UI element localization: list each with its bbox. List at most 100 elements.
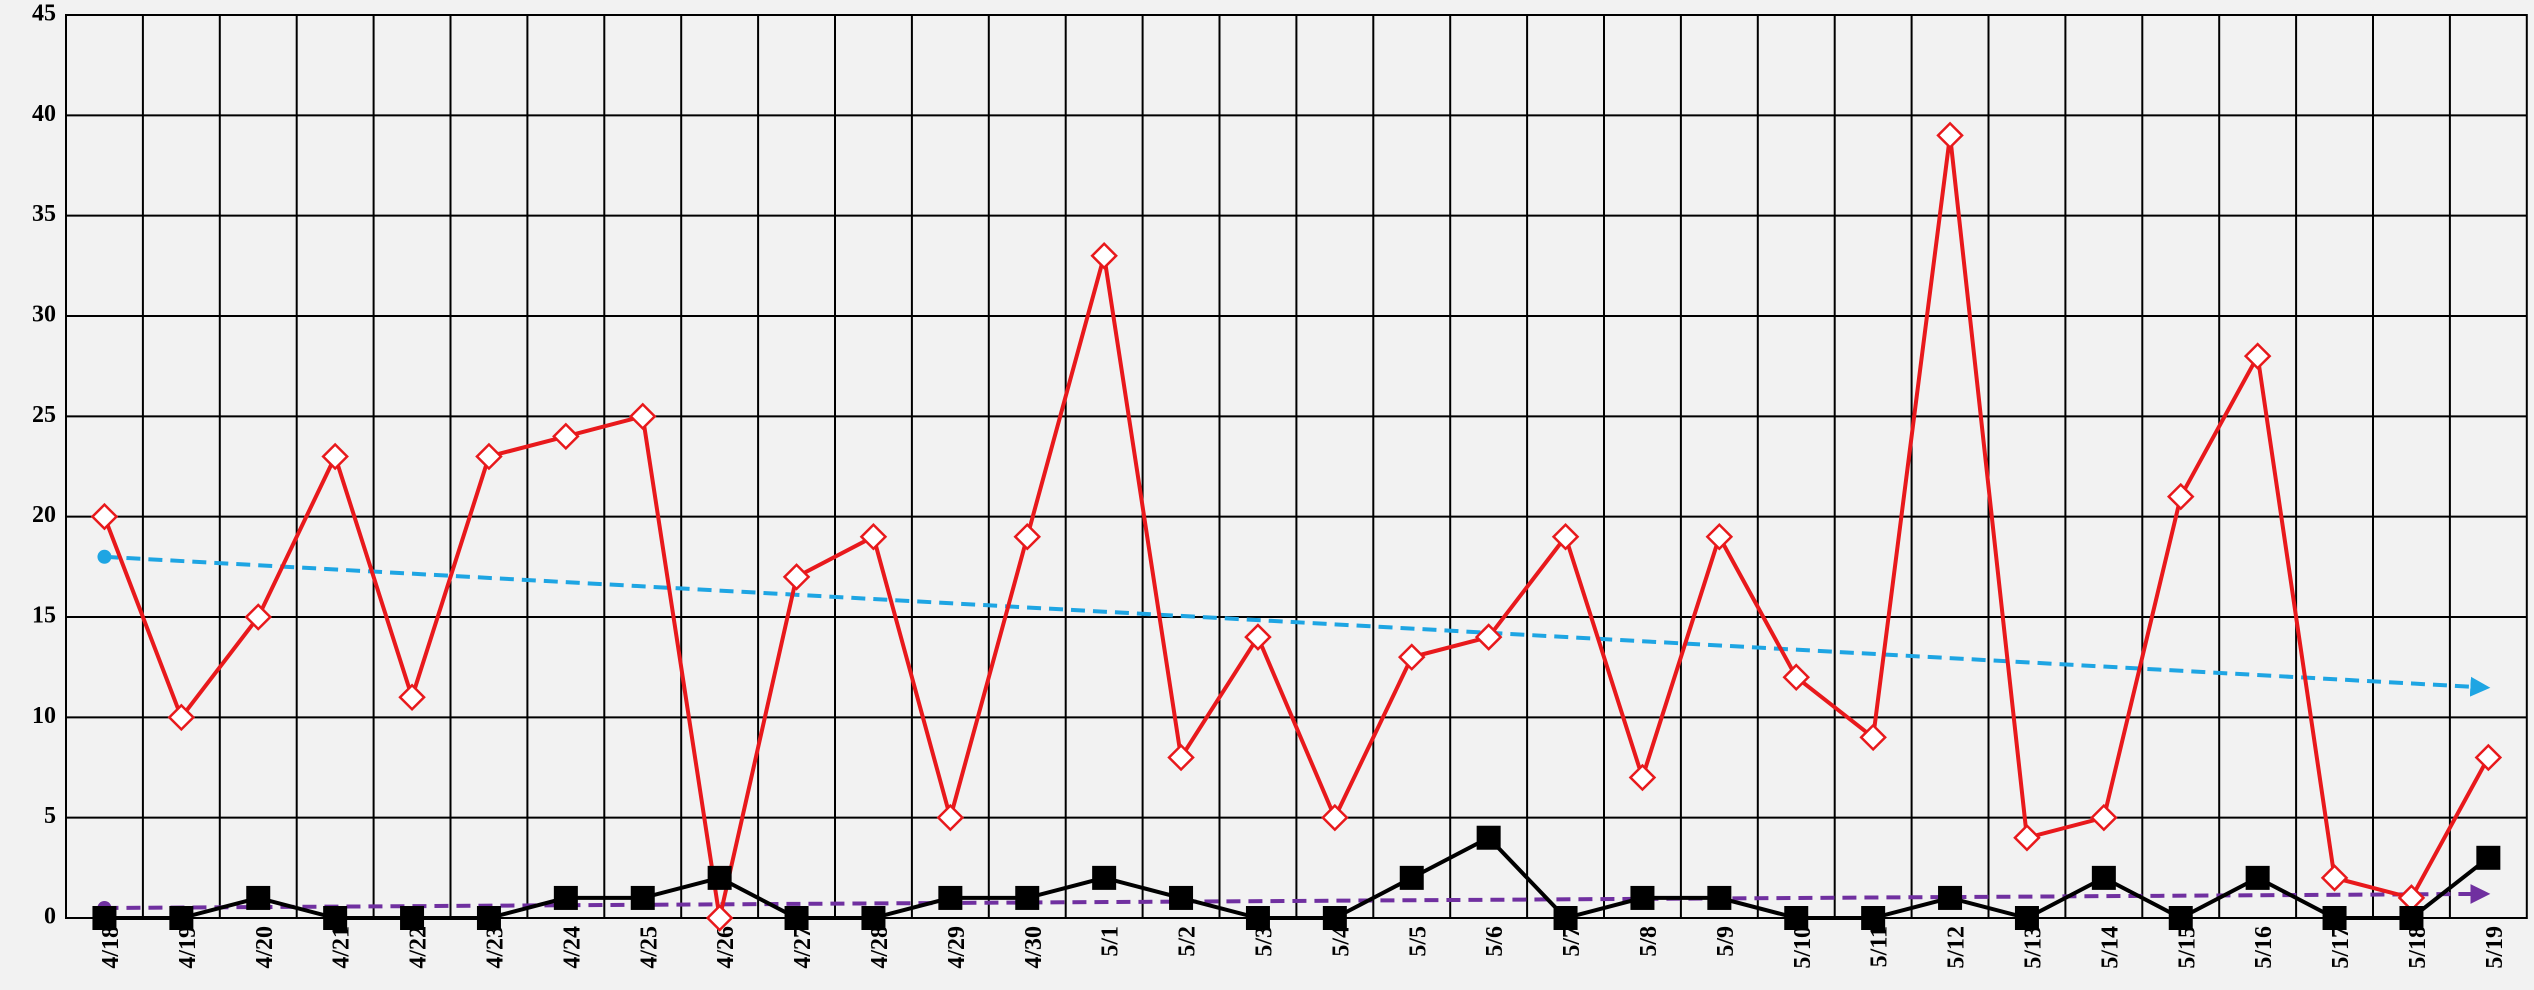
x-tick-label: 5/15 [2174, 926, 2200, 969]
x-tick-label: 5/4 [1328, 926, 1354, 957]
point-marker [1015, 885, 1040, 910]
point-marker [1628, 763, 1657, 792]
x-tick-label: 5/9 [1713, 926, 1739, 957]
x-tick-label: 4/25 [636, 926, 662, 969]
point-marker [2399, 906, 2424, 930]
point-marker [1936, 121, 1964, 150]
point-marker [1090, 242, 1118, 270]
point-marker [167, 703, 196, 732]
x-tick-label: 4/28 [867, 926, 893, 969]
point-marker [1551, 522, 1580, 551]
x-tick-label: 5/7 [1559, 926, 1585, 957]
y-tick-label: 25 [32, 402, 56, 428]
point-marker [552, 422, 580, 451]
point-marker [400, 906, 425, 930]
x-tick-label: 4/20 [252, 926, 278, 969]
x-tick-label: 5/13 [2020, 926, 2046, 969]
point-marker [2090, 803, 2118, 832]
point-marker [1399, 865, 1424, 890]
point-marker [1859, 723, 1887, 752]
point-marker [936, 803, 965, 832]
point-marker [1630, 885, 1655, 910]
point-marker [1784, 906, 1809, 930]
point-marker [246, 885, 271, 910]
series-line [102, 135, 2491, 919]
point-marker [1169, 885, 1194, 910]
x-tick-label: 4/19 [175, 926, 201, 969]
x-tick-label: 5/17 [2328, 926, 2354, 969]
x-tick-label: 5/3 [1251, 926, 1277, 957]
x-tick-label: 5/12 [1944, 926, 1970, 969]
point-marker [2320, 864, 2349, 892]
point-marker [782, 563, 811, 591]
point-marker [630, 885, 655, 910]
point-marker [1397, 643, 1426, 671]
point-marker [2476, 845, 2501, 870]
y-tick-label: 20 [32, 502, 56, 528]
point-marker [398, 683, 426, 712]
y-tick-label: 30 [32, 302, 56, 328]
point-marker [1167, 743, 1195, 772]
point-marker [2474, 743, 2503, 772]
point-marker [784, 906, 809, 930]
x-tick-label: 5/16 [2251, 926, 2277, 969]
trend-start [97, 549, 112, 564]
x-tick-label: 5/1 [1098, 926, 1124, 957]
point-marker [2168, 906, 2193, 930]
point-marker [169, 906, 194, 930]
point-marker [2243, 342, 2272, 370]
point-marker [1013, 522, 1042, 551]
y-tick-label: 0 [44, 904, 56, 930]
point-marker [92, 906, 117, 930]
point-marker [1476, 825, 1501, 850]
point-marker [1321, 803, 1349, 832]
y-tick-label: 45 [32, 1, 56, 27]
point-marker [2166, 482, 2195, 511]
point-marker [2245, 865, 2270, 890]
point-marker [1938, 885, 1963, 910]
point-marker [1244, 623, 1272, 651]
point-marker [2013, 823, 2041, 852]
y-tick-label: 15 [32, 603, 56, 629]
series-line [104, 835, 2490, 921]
y-tick-label: 10 [32, 703, 56, 729]
x-tick-label: 4/23 [482, 926, 508, 969]
point-marker [1861, 906, 1886, 930]
x-tick-label: 5/18 [2405, 926, 2431, 969]
y-tick-label: 40 [32, 101, 56, 127]
x-tick-label: 5/2 [1175, 926, 1201, 957]
x-tick-label: 4/18 [98, 926, 124, 969]
point-marker [705, 904, 734, 932]
trend-line [104, 554, 2491, 697]
y-tick-label: 35 [32, 201, 56, 227]
point-marker [1705, 522, 1734, 551]
x-tick-label: 4/30 [1021, 926, 1047, 969]
point-marker [628, 402, 657, 431]
point-marker [707, 865, 732, 890]
point-marker [476, 906, 501, 930]
x-tick-label: 5/5 [1405, 926, 1431, 957]
point-marker [323, 906, 348, 930]
point-marker [938, 885, 963, 910]
point-marker [1245, 906, 1270, 930]
x-tick-label: 4/26 [713, 926, 739, 969]
y-tick-label: 5 [44, 803, 56, 829]
point-marker [1782, 663, 1811, 691]
point-marker [2014, 906, 2039, 930]
point-marker [1553, 906, 1578, 930]
x-tick-label: 5/14 [2097, 926, 2123, 969]
x-tick-label: 4/24 [559, 926, 585, 969]
x-tick-label: 4/22 [406, 926, 432, 969]
point-marker [244, 603, 273, 631]
point-marker [475, 442, 503, 471]
x-tick-label: 4/29 [944, 926, 970, 969]
x-tick-label: 5/19 [2482, 926, 2508, 969]
point-marker [1707, 885, 1732, 910]
x-tick-label: 5/11 [1867, 926, 1893, 967]
point-marker [1474, 623, 1503, 651]
x-tick-label: 5/10 [1790, 926, 1816, 969]
x-tick-label: 5/8 [1636, 926, 1662, 957]
point-marker [861, 906, 886, 930]
x-tick-label: 4/27 [790, 926, 816, 969]
